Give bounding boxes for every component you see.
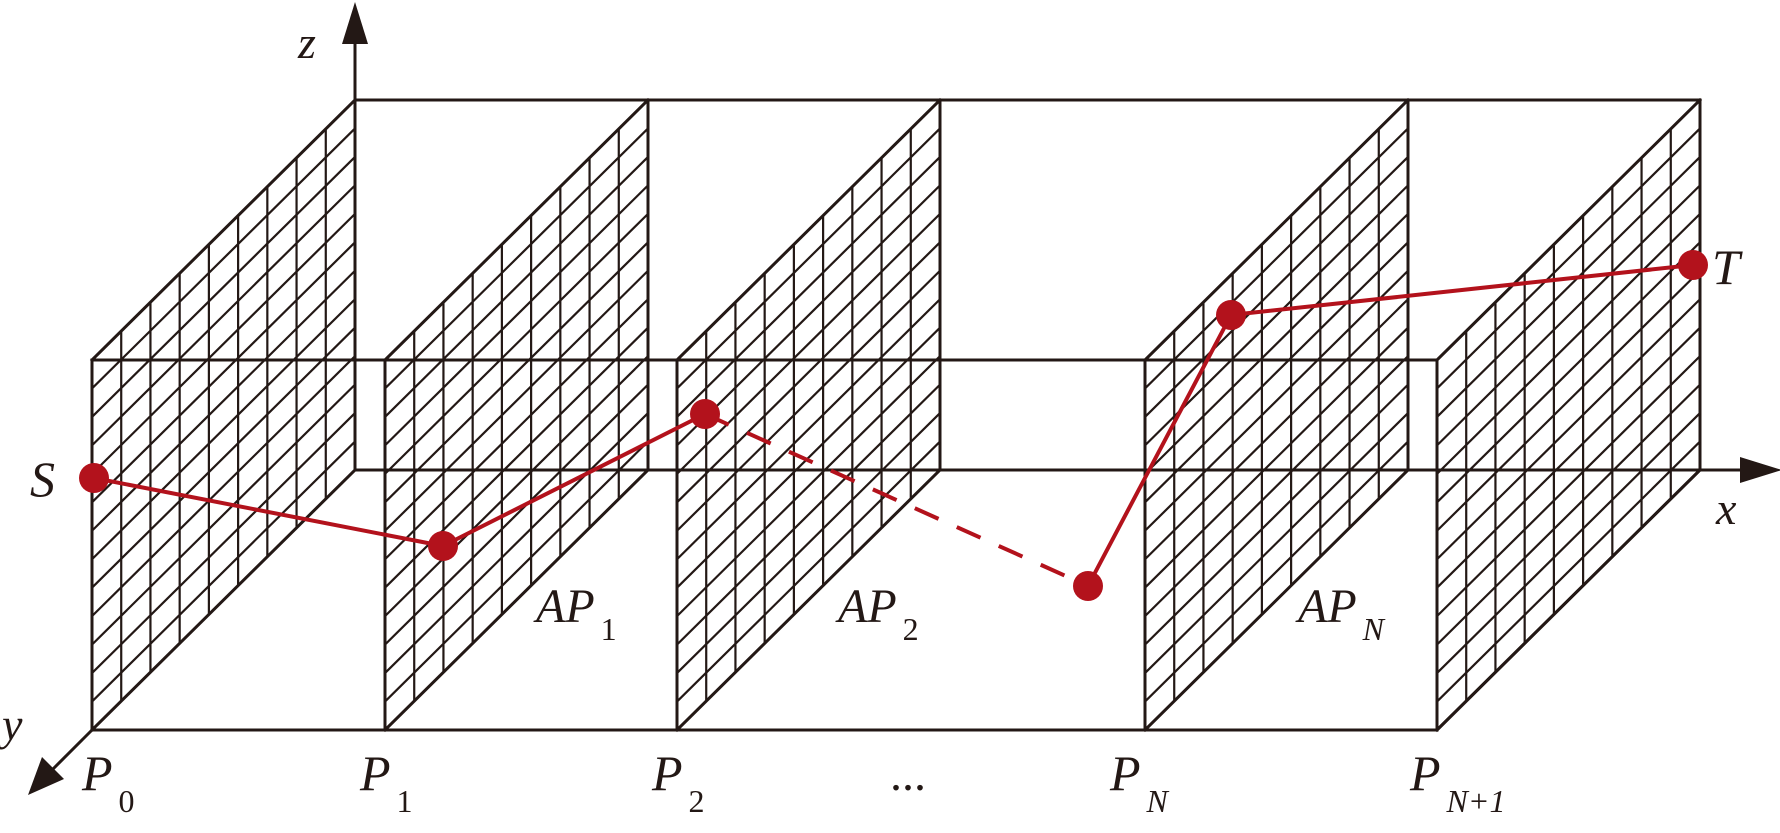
axes [28, 2, 1780, 795]
grid-plane-4 [1434, 97, 1703, 733]
path-segment-s-1 [92, 476, 445, 548]
path-segment-to-t [1229, 263, 1695, 317]
grid-plane-3 [1142, 97, 1411, 733]
path-segment-1-2 [441, 412, 707, 548]
access-plane-label-ap2: AP 2 [835, 580, 919, 647]
path-segment-dashed [704, 412, 1089, 588]
node-intermediate [1073, 571, 1103, 601]
path-segment-n-up [1086, 313, 1233, 588]
z-axis-label: z [297, 17, 316, 68]
node-plane-2 [690, 399, 720, 429]
access-plane-labels: AP 1 AP 2 AP N [533, 580, 1386, 647]
planned-path [92, 263, 1695, 588]
grid-plane-2 [674, 97, 943, 733]
node-target [1678, 250, 1708, 280]
plane-label-pn1: P N+1 [1409, 745, 1505, 819]
access-plane-label-ap1: AP 1 [533, 580, 617, 647]
x-axis-label: x [1715, 483, 1737, 534]
z-axis-arrowhead [342, 2, 368, 44]
source-label: S [30, 451, 55, 507]
grid-planes [89, 97, 1703, 733]
node-source [79, 463, 109, 493]
plane-ellipsis: ... [890, 748, 926, 801]
grid-plane-0 [89, 97, 358, 733]
node-plane-1 [428, 531, 458, 561]
grid-plane-1 [382, 97, 651, 733]
x-axis-arrowhead [1740, 457, 1780, 483]
access-plane-label-apn: AP N [1295, 580, 1386, 647]
node-plane-n [1216, 300, 1246, 330]
y-axis-label: y [0, 699, 23, 750]
front-frame [90, 358, 1703, 733]
y-axis [48, 728, 94, 774]
y-axis-arrowhead [28, 757, 64, 795]
path-nodes [79, 250, 1708, 601]
target-label: T [1712, 239, 1743, 295]
